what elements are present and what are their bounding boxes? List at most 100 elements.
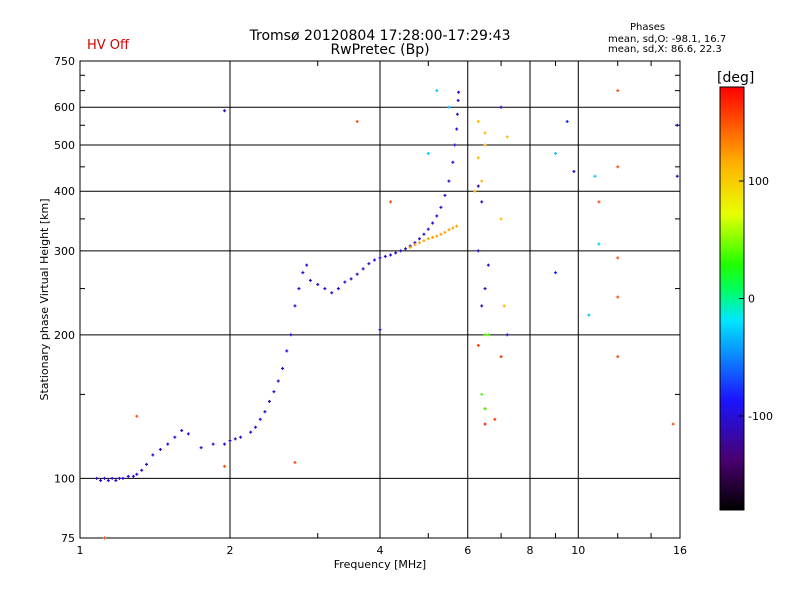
y-tick-label: 200 <box>54 329 75 342</box>
data-point <box>435 89 439 93</box>
data-point <box>103 476 107 480</box>
y-tick-label: 500 <box>54 139 75 152</box>
chart-title: Tromsø 20120804 17:28:00-17:29:43 <box>249 28 511 44</box>
data-point <box>451 160 455 164</box>
data-point <box>476 343 480 347</box>
y-tick-label: 600 <box>54 101 75 114</box>
data-point <box>572 169 576 173</box>
data-point <box>426 227 430 231</box>
data-point <box>349 277 353 281</box>
data-point <box>281 366 285 370</box>
colorbar-tick-label: -100 <box>748 410 773 423</box>
data-point <box>103 536 107 540</box>
data-point <box>289 333 293 337</box>
data-point <box>330 291 334 295</box>
colorbar-tick-label: 0 <box>748 293 755 306</box>
data-point <box>553 151 557 155</box>
data-point <box>126 474 130 478</box>
data-point <box>383 254 387 258</box>
data-point <box>439 205 443 209</box>
data-point <box>483 422 487 426</box>
data-point <box>457 90 461 94</box>
data-point <box>505 333 509 337</box>
data-point <box>223 464 227 468</box>
data-point <box>305 263 309 267</box>
data-point <box>186 432 190 436</box>
data-point <box>597 200 601 204</box>
data-point <box>336 287 340 291</box>
data-point <box>297 287 301 291</box>
data-point <box>675 123 679 127</box>
colorbar-tick-label: 100 <box>748 175 769 188</box>
chart-subtitle: RwPretec (Bp) <box>330 42 430 58</box>
data-point <box>476 184 480 188</box>
data-point <box>249 430 253 434</box>
data-point <box>140 468 144 472</box>
data-point <box>483 143 487 147</box>
data-point <box>399 249 403 253</box>
x-tick-label: 10 <box>571 544 585 557</box>
data-point <box>389 200 393 204</box>
data-point <box>223 442 227 446</box>
data-point <box>373 258 377 262</box>
data-point <box>135 414 139 418</box>
data-point <box>394 251 398 255</box>
data-point <box>301 271 305 275</box>
data-point <box>121 476 125 480</box>
data-point <box>486 333 490 337</box>
data-point <box>114 478 118 482</box>
data-point <box>95 476 99 480</box>
data-point <box>447 228 451 232</box>
data-point <box>499 217 503 221</box>
data-point <box>99 478 103 482</box>
data-point <box>597 242 601 246</box>
data-point <box>616 256 620 260</box>
data-point <box>499 355 503 359</box>
hv-status-label: HV Off <box>87 38 129 53</box>
y-tick-label: 75 <box>61 532 75 545</box>
data-point <box>455 112 459 116</box>
data-point <box>367 262 371 266</box>
data-point <box>355 272 359 276</box>
data-point <box>323 287 327 291</box>
x-tick-label: 16 <box>673 544 687 557</box>
phases-o-stats: mean, sd,O: -98.1, 16.7 <box>608 34 727 45</box>
data-point <box>343 280 347 284</box>
data-point <box>258 417 262 421</box>
data-point <box>616 355 620 359</box>
x-tick-label: 8 <box>527 544 534 557</box>
data-point <box>151 453 155 457</box>
data-point <box>426 237 430 241</box>
data-point <box>355 120 359 124</box>
data-point <box>413 243 417 247</box>
data-point <box>389 253 393 257</box>
data-point <box>285 349 289 353</box>
data-point <box>408 245 412 249</box>
data-point <box>456 98 460 102</box>
data-point <box>443 193 447 197</box>
colorbar-unit: [deg] <box>717 70 755 86</box>
data-point <box>616 89 620 93</box>
y-tick-label: 400 <box>54 185 75 198</box>
data-point <box>158 447 162 451</box>
data-point <box>675 174 679 178</box>
data-point <box>476 249 480 253</box>
data-point <box>455 224 459 228</box>
y-axis-label: Stationary phase Virtual Height [km] <box>38 198 51 400</box>
data-point <box>453 143 457 147</box>
x-axis-label: Frequency [MHz] <box>334 558 426 571</box>
x-tick-label: 1 <box>77 544 84 557</box>
data-point <box>316 282 320 286</box>
data-point <box>483 287 487 291</box>
data-point <box>480 179 484 183</box>
y-tick-label: 300 <box>54 245 75 258</box>
data-point <box>135 472 139 476</box>
data-point <box>435 214 439 218</box>
data-point <box>435 234 439 238</box>
data-point <box>131 474 135 478</box>
data-point <box>593 174 597 178</box>
data-point <box>493 417 497 421</box>
data-point <box>417 241 421 245</box>
data-point <box>439 232 443 236</box>
